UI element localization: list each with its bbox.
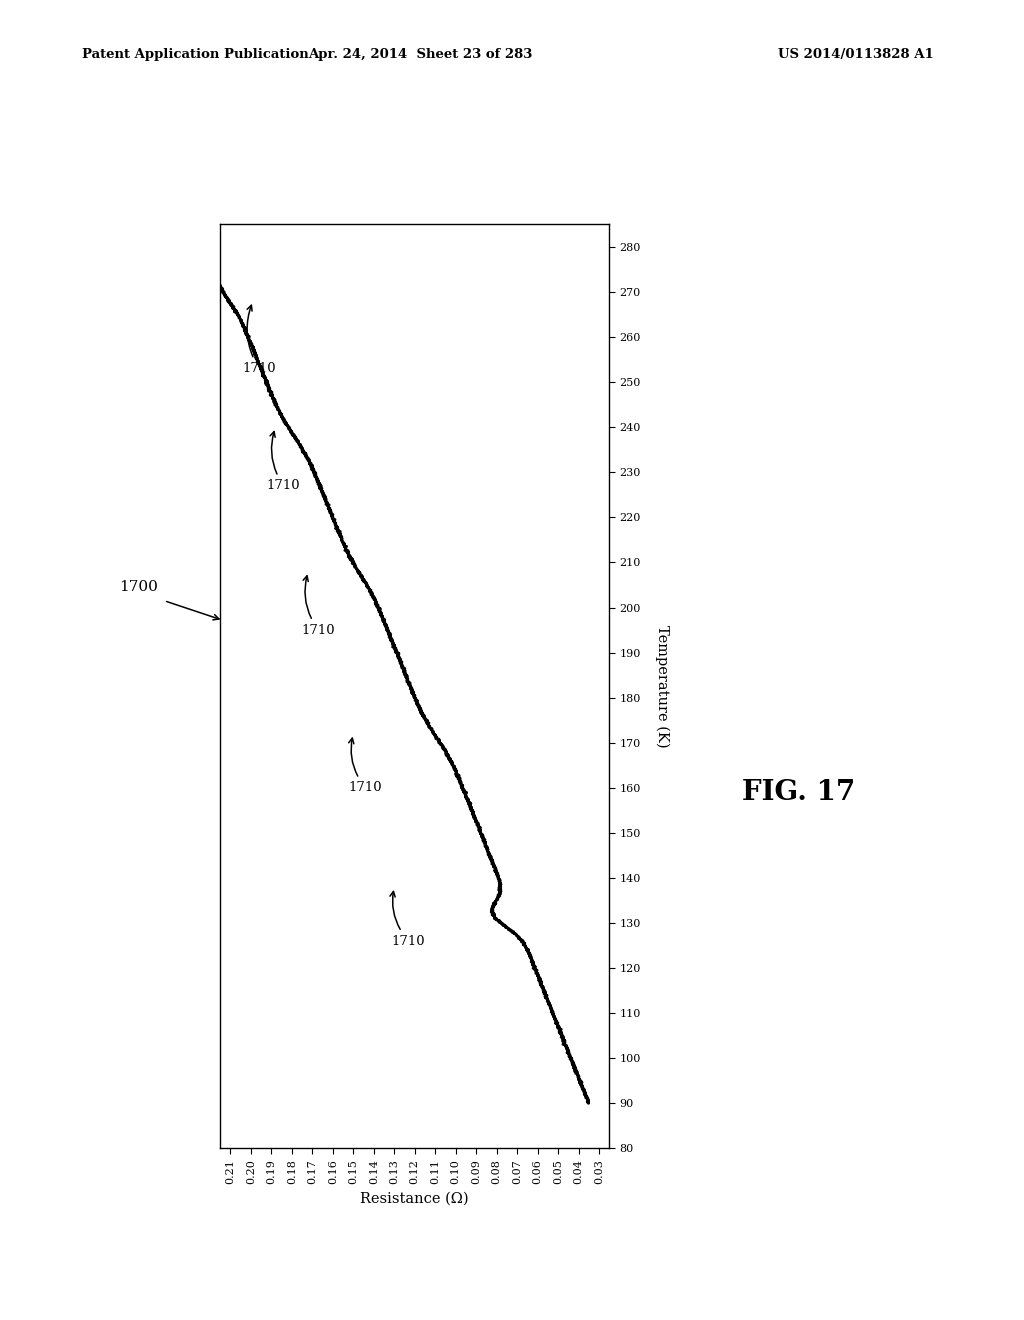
Text: 1700: 1700 <box>119 581 158 594</box>
Text: 1710: 1710 <box>267 432 300 492</box>
Text: FIG. 17: FIG. 17 <box>742 779 855 805</box>
Text: 1710: 1710 <box>302 576 335 636</box>
Text: US 2014/0113828 A1: US 2014/0113828 A1 <box>778 48 934 61</box>
Text: 1710: 1710 <box>349 738 382 795</box>
Text: Patent Application Publication: Patent Application Publication <box>82 48 308 61</box>
X-axis label: Resistance (Ω): Resistance (Ω) <box>360 1192 469 1206</box>
Text: Apr. 24, 2014  Sheet 23 of 283: Apr. 24, 2014 Sheet 23 of 283 <box>307 48 532 61</box>
Text: 1710: 1710 <box>390 891 425 948</box>
Y-axis label: Temperature (K): Temperature (K) <box>655 626 670 747</box>
Text: 1710: 1710 <box>243 305 275 375</box>
